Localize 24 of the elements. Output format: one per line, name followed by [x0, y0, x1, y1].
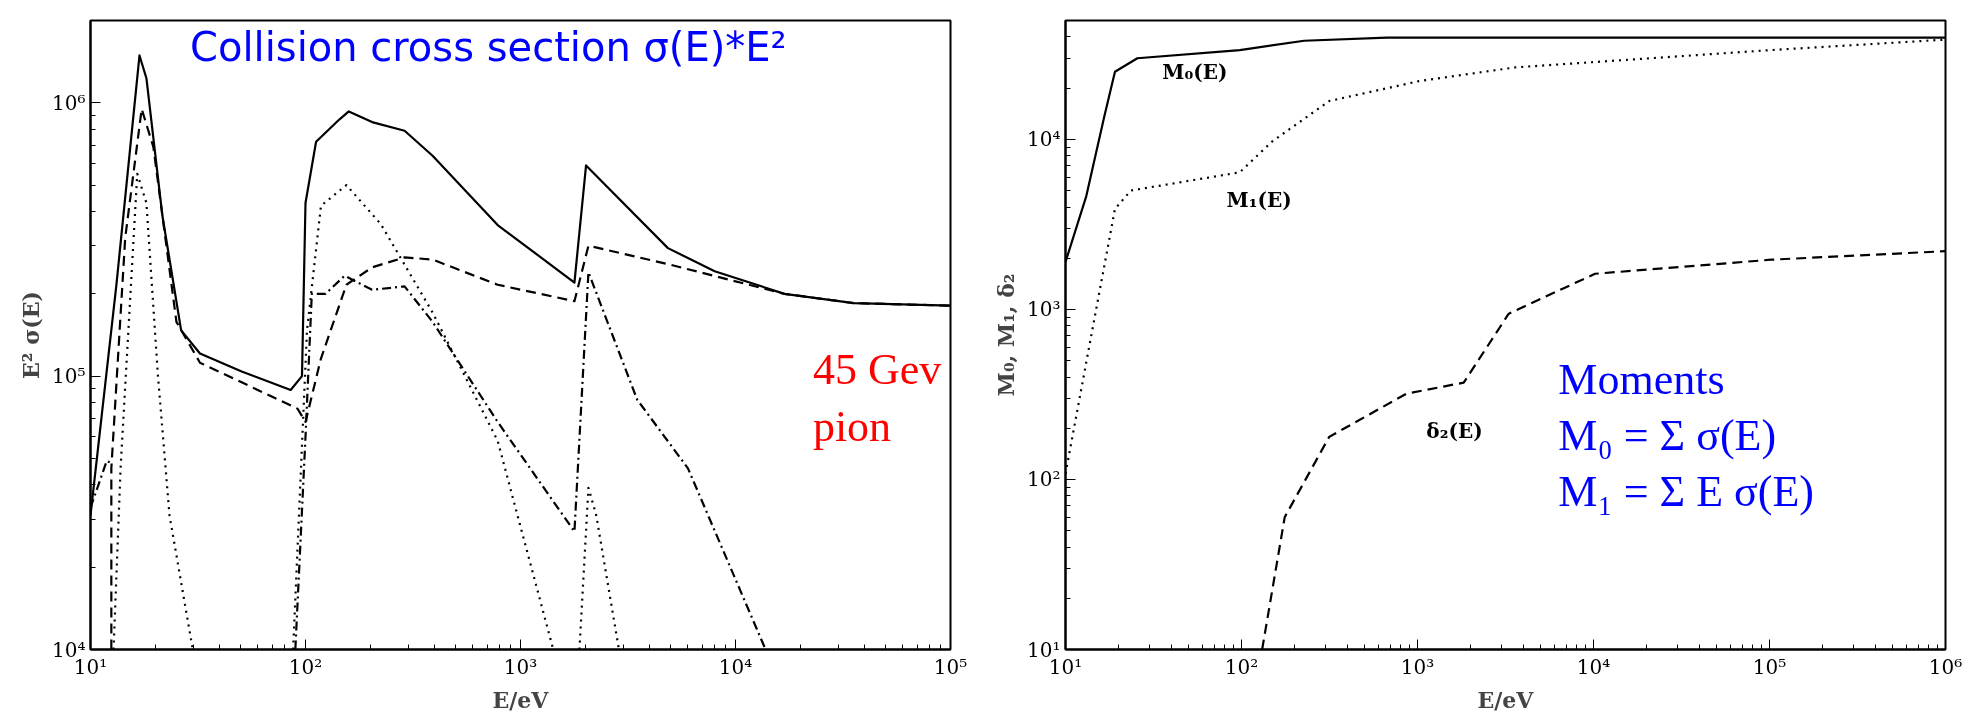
chart-title: Collision cross section σ(E)*E² — [190, 23, 787, 70]
x-tick-label: 10⁴ — [718, 654, 753, 679]
x-tick-label: 10³ — [1400, 654, 1435, 679]
x-tick-label: 10⁶ — [1928, 654, 1963, 679]
x-tick-label: 10² — [288, 654, 323, 679]
y-tick-label: 10⁴ — [1027, 127, 1061, 152]
series-label: δ₂(E) — [1426, 419, 1483, 444]
annotation: Moments M₀ = Σ σ(E) M₁ = Σ E σ(E) — [1558, 354, 1814, 517]
y-tick-label: 10⁵ — [52, 364, 86, 389]
y-axis-title: E² σ(E) — [18, 291, 45, 379]
x-tick-label: 10⁵ — [933, 654, 968, 679]
x-tick-label: 10⁴ — [1576, 654, 1611, 679]
y-tick-label: 10³ — [1027, 297, 1061, 322]
x-axis-title: E/eV — [1477, 686, 1535, 713]
y-tick-label: 10⁶ — [52, 90, 86, 115]
x-tick-label: 10⁵ — [1752, 654, 1787, 679]
x-tick-label: 10² — [1224, 654, 1259, 679]
annotation: 45 Gev pion — [812, 345, 942, 451]
x-axis-title: E/eV — [492, 686, 550, 713]
x-tick-label: 10³ — [503, 654, 538, 679]
y-tick-label: 10² — [1027, 467, 1061, 492]
series-label: M₁(E) — [1226, 187, 1292, 212]
series-label: M₀(E) — [1162, 60, 1228, 85]
y-axis-title: M₀, M₁, δ₂ — [993, 273, 1020, 397]
